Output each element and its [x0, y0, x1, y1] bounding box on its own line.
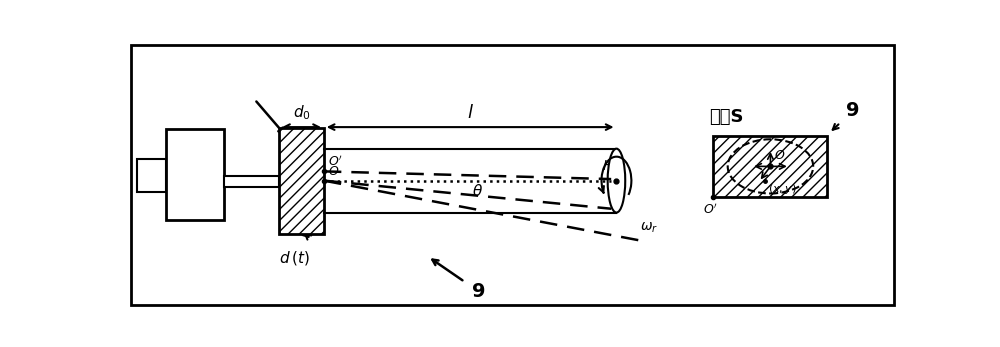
Text: $d_0$: $d_0$ [293, 103, 310, 122]
Text: $O'$: $O'$ [703, 203, 718, 217]
Text: 面积S: 面积S [710, 108, 744, 126]
Ellipse shape [608, 149, 625, 213]
Bar [224, 176, 279, 187]
Text: $O$: $O$ [774, 149, 785, 162]
Text: $\mathbf{9}$: $\mathbf{9}$ [845, 101, 859, 120]
Text: $l$: $l$ [467, 104, 474, 122]
Text: $d\,(t)$: $d\,(t)$ [279, 249, 310, 267]
Text: $O$: $O$ [328, 165, 340, 178]
Bar [137, 159, 166, 192]
Text: $H$: $H$ [602, 159, 614, 173]
Bar [166, 129, 224, 220]
Text: $\theta$: $\theta$ [472, 183, 483, 198]
Text: $O'$: $O'$ [328, 154, 343, 169]
Bar [279, 128, 324, 234]
Text: $\mathbf{9}$: $\mathbf{9}$ [471, 282, 485, 302]
Bar [713, 136, 827, 197]
Text: $\omega_r$: $\omega_r$ [640, 220, 658, 235]
Text: $(x,y)$: $(x,y)$ [768, 182, 797, 196]
Ellipse shape [728, 139, 813, 194]
